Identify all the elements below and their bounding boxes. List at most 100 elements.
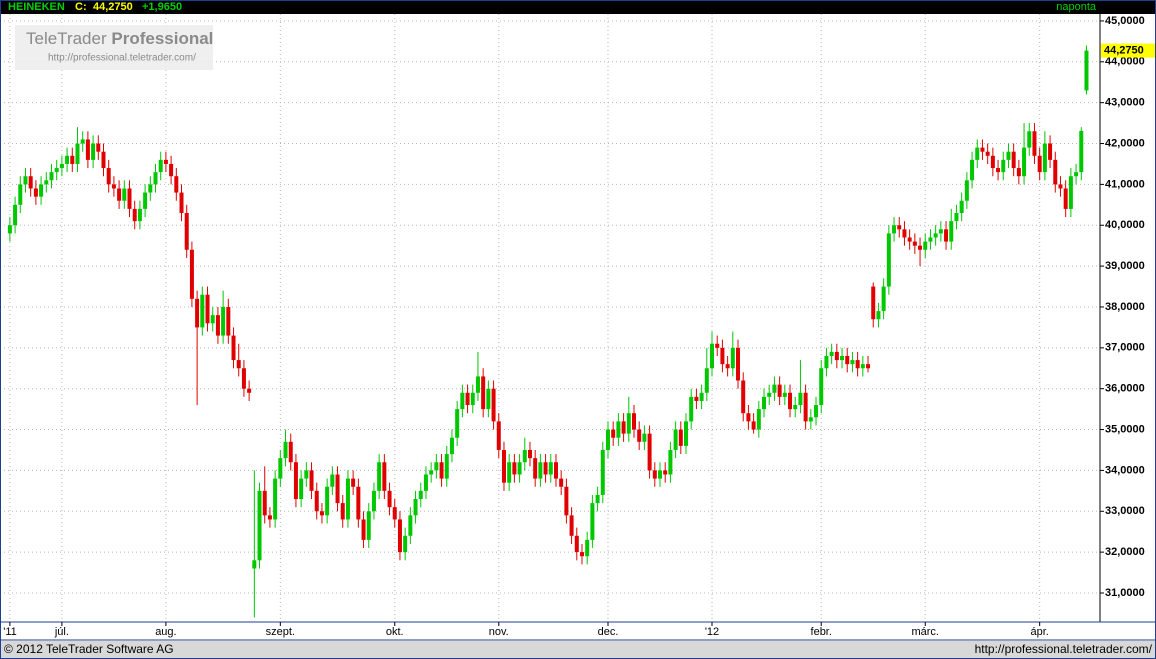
candle-body — [449, 437, 454, 455]
candle-body — [1042, 143, 1047, 173]
y-tick-label: 33,0000 — [1105, 505, 1145, 517]
last-price-box — [1101, 43, 1155, 58]
candle-body — [1022, 147, 1027, 177]
candle-body — [631, 413, 636, 430]
candle-body — [637, 429, 642, 442]
candle-body — [590, 503, 595, 540]
candle-body — [7, 225, 12, 234]
candle-body — [210, 315, 215, 324]
candle-body — [184, 212, 189, 250]
watermark-brand: TeleTrader Professional — [26, 29, 213, 48]
y-tick-label: 39,0000 — [1105, 260, 1145, 272]
candle-body — [1079, 130, 1084, 173]
candle-body — [111, 184, 116, 189]
candle-body — [496, 421, 501, 450]
candle-body — [195, 298, 200, 328]
candle-body — [262, 490, 267, 516]
candle-body — [527, 449, 532, 459]
candle-body — [543, 462, 548, 475]
candle-body — [959, 200, 964, 213]
candle-body — [944, 229, 949, 242]
candle-body — [559, 478, 564, 487]
candle-body — [340, 503, 345, 520]
candle-body — [158, 159, 163, 173]
candle-body — [626, 413, 631, 434]
plot — [0, 14, 1100, 622]
candle-body — [288, 441, 293, 463]
candle-body — [377, 462, 382, 491]
candle-body — [658, 470, 662, 479]
y-tick-label: 31,0000 — [1105, 587, 1145, 599]
candle-body — [954, 212, 959, 222]
x-tick-label: ápr. — [1030, 626, 1048, 638]
watermark-brand-text: TeleTrader — [26, 29, 107, 48]
candle-body — [772, 384, 777, 393]
candle-body — [902, 229, 907, 238]
candle-body — [371, 490, 376, 512]
candle-body — [392, 507, 397, 520]
candle-body — [897, 225, 902, 230]
y-tick-label: 36,0000 — [1105, 383, 1145, 395]
candle-body — [912, 241, 917, 246]
candle-body — [231, 335, 236, 361]
candle-body — [137, 208, 142, 222]
candle-body — [647, 433, 652, 471]
candle-body — [533, 458, 538, 479]
candle-body — [283, 441, 288, 459]
candle-body — [153, 172, 158, 185]
candle-body — [871, 286, 876, 320]
candle-body — [117, 188, 122, 201]
footer-url: http://professional.teletrader.com/ — [975, 642, 1153, 656]
candle-body — [169, 163, 174, 177]
candle-body — [730, 347, 735, 369]
candle-body — [148, 184, 153, 193]
candle-body — [1037, 155, 1042, 173]
candle-body — [455, 409, 460, 438]
candle-body — [579, 552, 584, 557]
candle-body — [840, 356, 845, 361]
y-tick-label: 35,0000 — [1105, 423, 1145, 435]
candle-body — [1016, 168, 1021, 177]
candle-body — [345, 478, 350, 520]
candle-body — [642, 433, 647, 442]
candle-body — [1027, 131, 1032, 148]
candle-body — [970, 159, 975, 181]
candle-body — [215, 315, 220, 336]
candle-body — [876, 311, 881, 320]
candle-body — [751, 421, 756, 430]
candle-body — [221, 306, 226, 336]
candle-body — [475, 376, 480, 393]
candle-body — [408, 515, 413, 536]
x-tick-label: aug. — [155, 626, 176, 638]
candle-body — [309, 470, 314, 491]
candle-body — [304, 470, 309, 479]
candle-body — [319, 511, 324, 516]
candle-body — [611, 429, 616, 438]
watermark-box — [15, 25, 213, 70]
candle-body — [252, 560, 257, 569]
candle-body — [1011, 151, 1016, 169]
period: naponta — [1056, 1, 1097, 13]
candle-body — [892, 225, 897, 234]
candle-body — [481, 376, 486, 410]
candle-body — [808, 417, 813, 422]
candle-body — [860, 364, 865, 369]
y-tick-label: 38,0000 — [1105, 301, 1145, 313]
candle-body — [720, 347, 725, 365]
candle-body — [429, 470, 434, 475]
candle-body — [595, 494, 600, 504]
candle-body — [335, 474, 340, 504]
candle-body — [91, 143, 96, 160]
candle-body — [241, 368, 246, 389]
candle-body — [699, 392, 704, 401]
candle-body — [834, 351, 839, 361]
candle-body — [829, 351, 834, 356]
candle-body — [668, 449, 673, 475]
candle-body — [356, 486, 361, 520]
change: +1,9650 — [142, 1, 182, 13]
candle-body — [1006, 151, 1011, 160]
candle-body — [351, 478, 356, 487]
y-tick-label: 37,0000 — [1105, 342, 1145, 354]
candle-body — [101, 151, 106, 169]
x-tick-label: dec. — [598, 626, 619, 638]
